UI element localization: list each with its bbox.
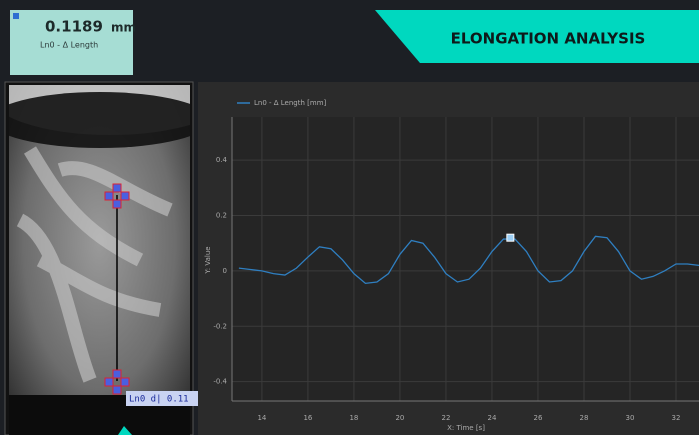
plot-area [232, 117, 699, 401]
x-tick-label: 14 [257, 414, 266, 422]
y-tick-label: 0.4 [216, 156, 228, 164]
y-tick-label: 0 [223, 267, 227, 275]
x-tick-label: 26 [534, 414, 543, 422]
x-tick-label: 28 [580, 414, 589, 422]
cursor-point [507, 234, 514, 241]
legend-label: Ln0 - Δ Length [mm] [254, 99, 327, 107]
x-tick-label: 18 [349, 414, 358, 422]
ui: 0.1189 mm Ln0 - Δ Length ELONGATION ANAL… [0, 0, 699, 435]
x-tick-label: 30 [626, 414, 635, 422]
screen: 0.1189 mm Ln0 - Δ Length ELONGATION ANAL… [0, 0, 699, 435]
x-tick-label: 32 [672, 414, 681, 422]
x-axis-title: X: Time [s] [447, 424, 485, 432]
page-title: ELONGATION ANALYSIS [451, 30, 646, 48]
overlay-label: Ln0 d| 0.11 [129, 395, 189, 405]
y-tick-label: -0.4 [213, 378, 227, 386]
y-axis-title: Y: Value [204, 246, 212, 274]
card-icon [13, 13, 19, 19]
y-tick-label: -0.2 [213, 322, 227, 330]
value-label: Ln0 - Δ Length [40, 41, 98, 50]
x-tick-label: 22 [441, 414, 450, 422]
x-tick-label: 20 [395, 414, 404, 422]
y-tick-label: 0.2 [216, 212, 227, 220]
value: 0.1189 [45, 18, 103, 36]
x-tick-label: 16 [303, 414, 312, 422]
unit: mm [111, 21, 136, 35]
x-tick-label: 24 [487, 414, 496, 422]
